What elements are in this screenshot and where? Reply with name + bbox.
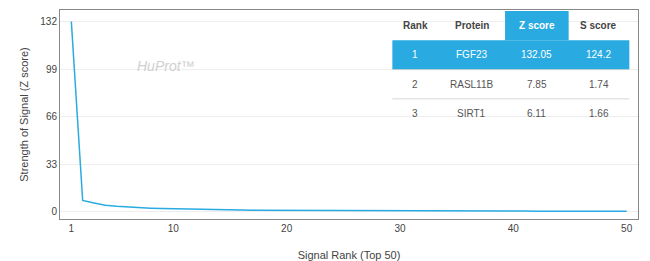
svg-text:FGF23: FGF23	[456, 49, 488, 60]
svg-text:6.11: 6.11	[527, 108, 546, 119]
svg-text:Strength of Signal (Z score): Strength of Signal (Z score)	[18, 47, 30, 182]
svg-text:S score: S score	[580, 20, 617, 31]
svg-text:132.05: 132.05	[521, 49, 552, 60]
svg-text:124.2: 124.2	[586, 49, 611, 60]
svg-text:SIRT1: SIRT1	[457, 108, 486, 119]
svg-text:20: 20	[281, 223, 293, 234]
svg-text:RASL11B: RASL11B	[450, 79, 494, 90]
svg-text:50: 50	[621, 223, 633, 234]
svg-text:2: 2	[412, 79, 418, 90]
svg-text:1.66: 1.66	[589, 108, 609, 119]
svg-text:30: 30	[394, 223, 406, 234]
svg-text:10: 10	[168, 223, 180, 234]
svg-text:1: 1	[69, 223, 75, 234]
svg-text:Protein: Protein	[455, 20, 489, 31]
svg-text:3: 3	[412, 108, 418, 119]
svg-text:Signal Rank (Top 50): Signal Rank (Top 50)	[298, 249, 401, 261]
svg-text:0: 0	[51, 206, 57, 217]
svg-text:99: 99	[46, 64, 58, 75]
svg-text:66: 66	[46, 111, 58, 122]
svg-text:Rank: Rank	[403, 20, 428, 31]
svg-text:1.74: 1.74	[589, 79, 609, 90]
svg-text:132: 132	[40, 16, 57, 27]
svg-text:40: 40	[508, 223, 520, 234]
svg-text:33: 33	[46, 159, 58, 170]
svg-text:7.85: 7.85	[527, 79, 547, 90]
svg-text:HuProt™: HuProt™	[137, 58, 195, 74]
svg-text:1: 1	[412, 49, 418, 60]
svg-text:Z score: Z score	[519, 20, 555, 31]
